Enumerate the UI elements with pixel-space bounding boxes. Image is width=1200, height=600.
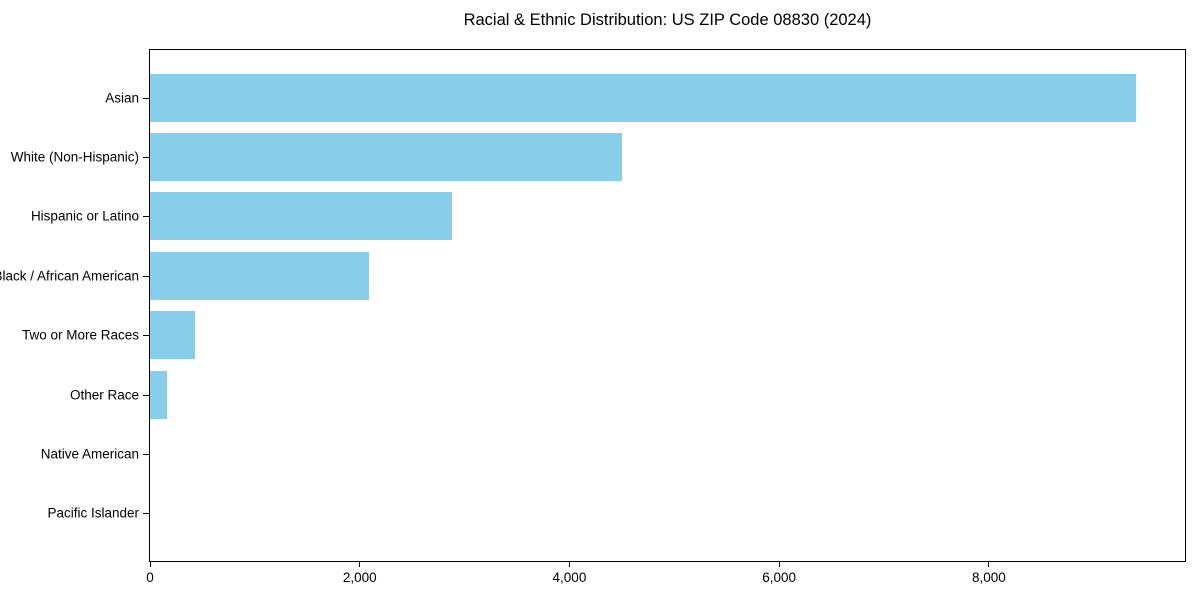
bar bbox=[150, 251, 370, 300]
y-axis-tick-mark bbox=[143, 157, 149, 159]
category-label: Hispanic or Latino bbox=[30, 208, 139, 224]
x-axis-tick-mark bbox=[359, 562, 361, 567]
y-axis-tick-mark bbox=[143, 513, 149, 515]
x-axis-tick-label: 6,000 bbox=[762, 570, 797, 585]
y-axis-tick-mark bbox=[143, 394, 149, 396]
y-axis-tick-mark bbox=[143, 97, 149, 99]
bar-row: Two or More Races bbox=[22, 306, 1185, 365]
y-axis-tick-mark bbox=[143, 453, 149, 455]
category-label: Pacific Islander bbox=[47, 505, 139, 521]
y-axis-tick-mark bbox=[143, 335, 149, 337]
x-axis-tick-label: 0 bbox=[146, 570, 154, 585]
bar-row: Pacific Islander bbox=[47, 484, 1185, 543]
y-axis-tick-mark bbox=[143, 275, 149, 277]
y-axis-tick-mark bbox=[143, 216, 149, 218]
bar-row: Hispanic or Latino bbox=[31, 187, 1185, 246]
bar bbox=[150, 370, 167, 419]
bar-row: Native American bbox=[41, 424, 1185, 483]
x-axis-tick-mark bbox=[149, 562, 151, 567]
bar bbox=[150, 311, 196, 360]
bar bbox=[150, 133, 622, 182]
category-label: Native American bbox=[40, 446, 139, 462]
bar-row: Other Race bbox=[70, 365, 1185, 424]
x-axis-tick-label: 2,000 bbox=[342, 570, 377, 585]
category-label: Black / African American bbox=[0, 268, 139, 284]
x-axis-tick-label: 8,000 bbox=[971, 570, 1006, 585]
x-axis-tick-label: 4,000 bbox=[552, 570, 587, 585]
bar bbox=[150, 192, 452, 241]
category-label: White (Non-Hispanic) bbox=[10, 149, 139, 165]
bar-row: White (Non-Hispanic) bbox=[11, 127, 1185, 186]
x-axis-tick-mark bbox=[778, 562, 780, 567]
bar-row: Asian bbox=[105, 68, 1185, 127]
chart-title: Racial & Ethnic Distribution: US ZIP Cod… bbox=[463, 11, 872, 29]
x-axis-tick-mark bbox=[988, 562, 990, 567]
category-label: Asian bbox=[105, 90, 139, 106]
bar-row: Black / African American bbox=[0, 246, 1185, 305]
x-axis-tick-mark bbox=[568, 562, 570, 567]
bar bbox=[150, 73, 1136, 122]
plot-area: Asian White (Non-Hispanic) Hispanic or Lat… bbox=[0, 49, 1186, 585]
category-label: Two or More Races bbox=[21, 327, 139, 343]
category-label: Other Race bbox=[69, 387, 139, 403]
